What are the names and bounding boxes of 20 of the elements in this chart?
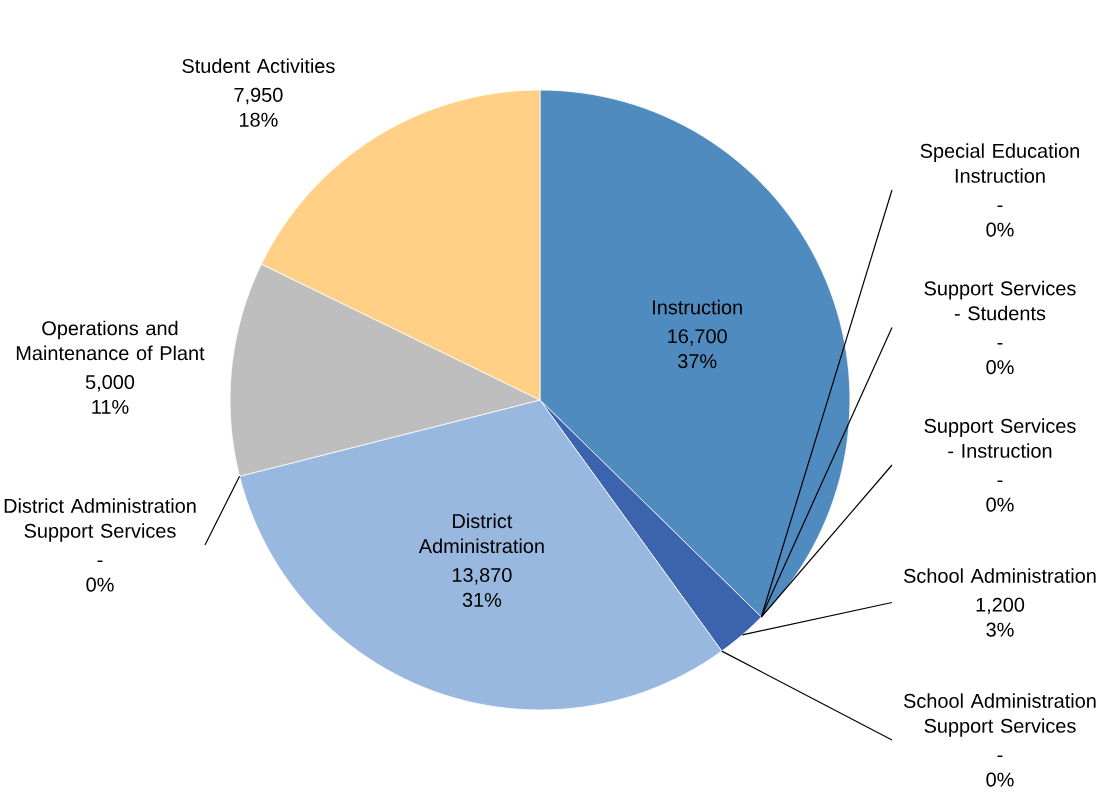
data-label: 16,700 37% [668, 329, 727, 369]
category-label: School Administration Support Services [903, 693, 1096, 737]
slice-label: School Administration [903, 568, 1096, 583]
text: - 0% [986, 480, 1014, 512]
category-label: Support Services - Instruction [924, 418, 1076, 458]
text: - 0% [986, 343, 1014, 375]
text: - 0% [86, 560, 114, 592]
data-label: 5,000 11% [85, 375, 135, 414]
slice-label: Student Activities [182, 58, 335, 74]
category-label: Special Education Instruction [920, 143, 1079, 183]
category-label: District Administration Support Services [4, 498, 196, 542]
slice-label: Operations and Maintenance of Plant [16, 320, 205, 361]
data-label: 7,950 18% [234, 87, 283, 127]
slice-label: Instruction [653, 299, 742, 315]
slice-label: District Administration [418, 513, 544, 554]
text: - 0% [986, 755, 1014, 787]
category-label: Support Services - Students [924, 280, 1076, 321]
data-label: 1,200 3% [976, 597, 1025, 637]
data-label: 13,870 31% [452, 567, 512, 607]
text: - 0% [986, 205, 1014, 237]
